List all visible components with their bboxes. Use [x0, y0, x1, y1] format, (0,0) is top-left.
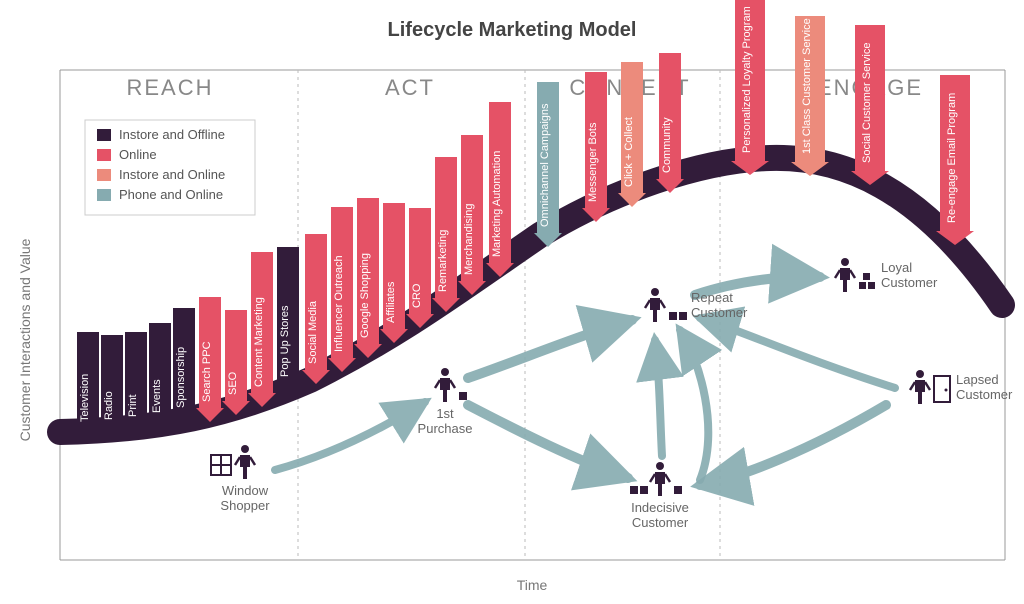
svg-text:Customer: Customer [691, 305, 748, 320]
channel-label: Marketing Automation [491, 151, 503, 257]
diagram-root: Lifecycle Marketing Model Customer Intera… [0, 0, 1024, 604]
svg-text:Customer: Customer [881, 275, 938, 290]
channel-label: Community [661, 117, 673, 173]
y-axis-label: Customer Interactions and Value [17, 238, 33, 441]
flow-arrow [700, 405, 886, 485]
svg-text:Customer: Customer [956, 387, 1013, 402]
legend-label: Instore and Offline [119, 127, 225, 142]
channel-label: Omnichannel Campaigns [539, 103, 551, 227]
channel-label: Content Marketing [253, 297, 265, 387]
channel-label: CRO [411, 283, 423, 308]
channel-arrow [98, 335, 126, 440]
flow-arrow [655, 340, 662, 456]
phase-label: ACT [385, 75, 435, 100]
legend-swatch [97, 149, 111, 161]
customer-label: Lapsed [956, 372, 999, 387]
flow-arrow [468, 405, 628, 478]
channel-label: Messenger Bots [587, 122, 599, 202]
phase-label: REACH [126, 75, 213, 100]
channel-label: Click + Collect [623, 117, 635, 187]
flow-arrow [700, 318, 895, 388]
channel-label: Print [127, 394, 139, 417]
channel-label: SEO [227, 371, 239, 395]
svg-text:Customer: Customer [632, 515, 689, 530]
channel-label: Re-engage Email Program [946, 93, 958, 223]
customer-node: WindowShopper [211, 445, 270, 513]
channel-label: Influencer Outreach [333, 255, 345, 352]
channel-label: Personalized Loyalty Program [741, 6, 753, 153]
channel-label: Remarketing [437, 230, 449, 292]
channel-label: Sponsorship [175, 347, 187, 408]
svg-text:Purchase: Purchase [418, 421, 473, 436]
channel-label: Radio [103, 391, 115, 420]
channel-label: Television [79, 374, 91, 422]
lifecycle-chart: Lifecycle Marketing Model Customer Intera… [0, 0, 1024, 604]
channel-label: Social Media [307, 300, 319, 364]
chart-title: Lifecycle Marketing Model [388, 19, 637, 41]
channel-label: Affiliates [385, 281, 397, 323]
channel-label: Social Customer Service [861, 43, 873, 163]
flow-arrow [680, 330, 708, 480]
channel-arrow [122, 332, 150, 437]
customer-label: Loyal [881, 260, 912, 275]
channel-label: Events [151, 379, 163, 413]
svg-text:Shopper: Shopper [220, 498, 270, 513]
channel-label: Pop Up Stores [279, 305, 291, 377]
legend-swatch [97, 189, 111, 201]
flow-arrow [468, 320, 632, 378]
customer-label: Window [222, 483, 269, 498]
x-axis-label: Time [517, 577, 548, 593]
customer-node: LoyalCustomer [835, 258, 938, 292]
channel-label: Google Shopping [359, 253, 371, 338]
channel-label: 1st Class Customer Service [801, 18, 813, 154]
customer-node: IndecisiveCustomer [630, 462, 689, 530]
legend-label: Instore and Online [119, 167, 225, 182]
channel-label: Merchandising [463, 203, 475, 275]
channel-arrow [406, 208, 434, 328]
channel-label: Search PPC [201, 341, 213, 402]
legend-swatch [97, 129, 111, 141]
customer-label: Repeat [691, 290, 733, 305]
legend-swatch [97, 169, 111, 181]
channel-arrow [222, 310, 250, 415]
customer-label: 1st [436, 406, 454, 421]
customer-label: Indecisive [631, 500, 689, 515]
customer-node: LapsedCustomer [910, 370, 1013, 404]
legend-label: Online [119, 147, 157, 162]
customer-node: RepeatCustomer [645, 288, 748, 322]
channel-arrow [146, 323, 174, 433]
legend-label: Phone and Online [119, 187, 223, 202]
